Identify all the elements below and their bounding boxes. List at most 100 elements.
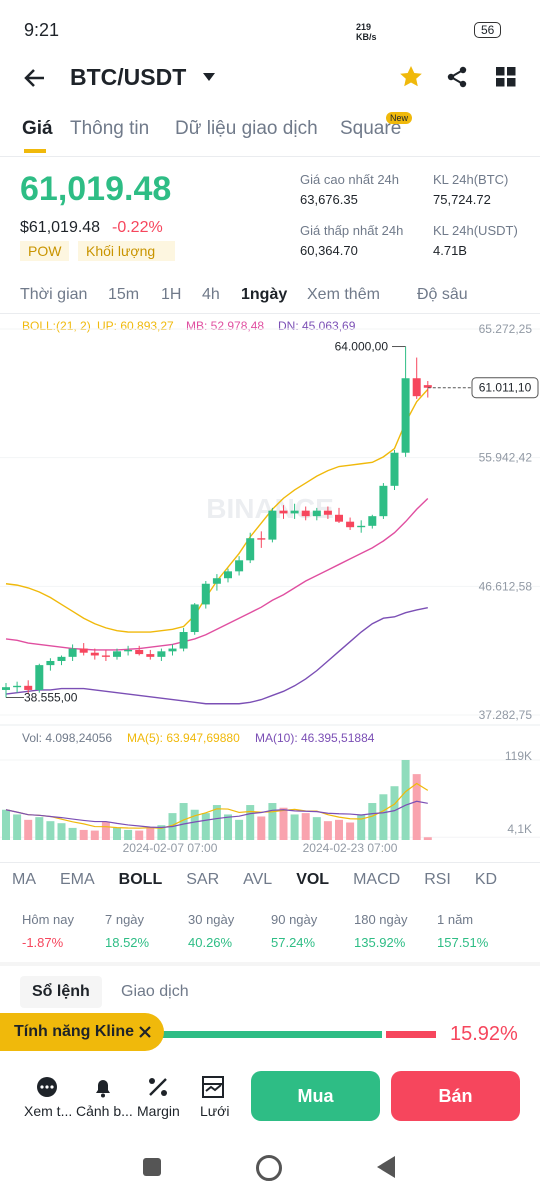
- volume-bar: [368, 803, 377, 840]
- candle-body: [179, 632, 188, 649]
- nav-home[interactable]: [256, 1155, 282, 1181]
- stat-label: Giá cao nhất 24h: [300, 172, 400, 187]
- pair-title[interactable]: BTC/USDT: [70, 64, 187, 90]
- candle-body: [323, 510, 332, 515]
- tab[interactable]: Dữ liệu giao dịch: [175, 118, 318, 139]
- candle-body: [90, 652, 99, 656]
- performance: Hôm nay -1.87% 7 ngày 18.52% 30 ngày 40.26% 90…: [22, 912, 527, 950]
- x-date-label: 2024-02-07 07:00: [123, 841, 218, 855]
- volume-bar: [357, 814, 366, 840]
- sell-button[interactable]: Bán: [391, 1071, 520, 1121]
- back[interactable]: [22, 66, 46, 90]
- volume-bar: [79, 829, 88, 840]
- volume-bar: [323, 821, 332, 840]
- action-label[interactable]: Lưới: [200, 1103, 230, 1119]
- candle-body: [312, 510, 321, 517]
- volume-bar: [157, 825, 166, 840]
- indicator[interactable]: RSI: [424, 871, 451, 888]
- interval[interactable]: Thời gian: [20, 286, 88, 303]
- margin-icon[interactable]: [147, 1076, 169, 1098]
- book-tab[interactable]: Giao dịch: [121, 983, 189, 1000]
- volume-bar: [68, 827, 77, 840]
- candle-body: [2, 687, 10, 690]
- indicator[interactable]: EMA: [60, 871, 95, 888]
- action-label[interactable]: Xem t...: [24, 1103, 73, 1119]
- performance-item: 7 ngày 18.52%: [105, 912, 188, 950]
- interval[interactable]: 15m: [108, 286, 140, 303]
- nav-recent[interactable]: [143, 1158, 161, 1176]
- tab[interactable]: Giá: [22, 118, 53, 139]
- tab[interactable]: Thông tin: [70, 118, 150, 139]
- boll-legend: DN: 45.063,69: [278, 319, 356, 333]
- volume-bar: [24, 819, 33, 840]
- period-change: 135.92%: [354, 935, 406, 950]
- current-price-label: 61.011,10: [479, 381, 532, 395]
- volume-bar: [412, 774, 421, 840]
- indicator[interactable]: AVL: [243, 871, 273, 888]
- candle-body: [390, 452, 399, 486]
- indicator[interactable]: BOLL: [118, 871, 163, 888]
- indicator[interactable]: MACD: [353, 871, 401, 888]
- volume-ma: [5, 782, 429, 829]
- indicator[interactable]: MA: [12, 871, 36, 888]
- share[interactable]: [446, 66, 468, 88]
- toast[interactable]: [0, 1013, 164, 1051]
- indicator[interactable]: KD: [474, 871, 498, 888]
- tag[interactable]: Khối lượng: [78, 241, 176, 261]
- volume-bar: [301, 813, 310, 840]
- candle-body: [301, 510, 310, 517]
- more-icon[interactable]: [36, 1076, 58, 1098]
- tab-indicator: [24, 149, 46, 153]
- period-change: -1.87%: [22, 935, 64, 950]
- stat-value: 4.71B: [433, 243, 467, 258]
- candle-body: [279, 510, 288, 514]
- stat-label: KL 24h(BTC): [433, 172, 509, 187]
- action-label[interactable]: Margin: [137, 1103, 180, 1119]
- interval[interactable]: 4h: [202, 286, 220, 303]
- volume-legend: MA(5): 63.947,69880: [127, 731, 240, 745]
- volume-bar: [90, 830, 99, 840]
- battery: 56: [474, 22, 502, 38]
- dropdown[interactable]: [202, 72, 216, 82]
- bid-ratio-bar: [160, 1031, 382, 1038]
- layout[interactable]: [496, 67, 516, 87]
- candle-body: [401, 378, 410, 453]
- candle-body: [335, 514, 343, 522]
- tab[interactable]: Square: [340, 118, 402, 139]
- volume-bar: [190, 809, 199, 840]
- volume-bar: [379, 794, 388, 840]
- volume-bar: [423, 837, 432, 840]
- alert-icon[interactable]: [92, 1076, 114, 1098]
- boll-legend: BOLL:(21, 2): [22, 319, 91, 333]
- nav-back[interactable]: [376, 1155, 396, 1179]
- grid-icon[interactable]: [202, 1076, 224, 1098]
- volume-legend: Vol: 4.098,24056: [22, 731, 112, 745]
- candle-body: [13, 685, 22, 688]
- book-tab[interactable]: Sổ lệnh: [20, 976, 102, 1008]
- volume-bar: [212, 805, 221, 840]
- clock: 9:21: [24, 20, 60, 40]
- interval[interactable]: 1ngày: [241, 286, 288, 303]
- candle-body: [368, 516, 377, 526]
- close[interactable]: [139, 1026, 151, 1038]
- indicator[interactable]: SAR: [186, 871, 220, 888]
- stat-label: Giá thấp nhất 24h: [300, 223, 404, 238]
- fiat-price: $61,019.48: [20, 219, 101, 236]
- performance-item: 1 năm 157.51%: [437, 912, 527, 950]
- indicator[interactable]: VOL: [296, 871, 330, 888]
- candle-body: [135, 649, 144, 655]
- candle-body: [246, 538, 255, 561]
- interval[interactable]: Xem thêm: [307, 286, 380, 303]
- boll-line: [5, 607, 428, 705]
- volume-bar: [246, 805, 255, 840]
- change: -0.22%: [112, 219, 163, 236]
- action-label[interactable]: Cảnh b...: [76, 1103, 133, 1119]
- indicator-row: MA EMA BOLL SAR AVL VOL MACD RSI KD: [12, 871, 497, 889]
- interval[interactable]: Độ sâu: [417, 286, 468, 303]
- buy-button[interactable]: Mua: [251, 1071, 380, 1121]
- interval[interactable]: 1H: [161, 286, 182, 303]
- favorite[interactable]: [398, 64, 424, 90]
- x-date-label: 2024-02-23 07:00: [303, 841, 398, 855]
- stat-value: 75,724.72: [433, 192, 491, 207]
